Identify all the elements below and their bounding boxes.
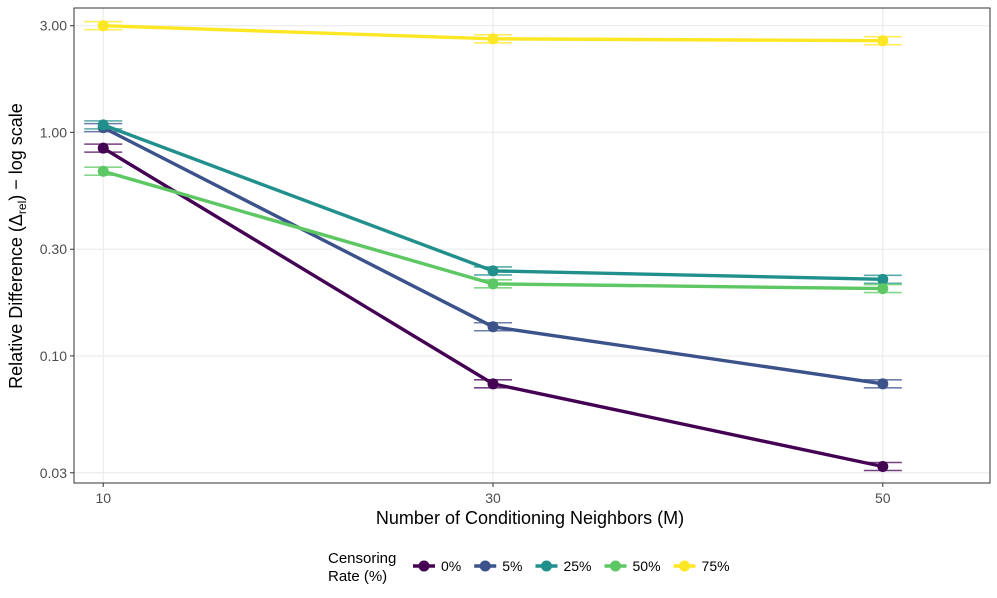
legend: Censoring Rate (%) 0% 5% 25% 50% 75%: [328, 550, 730, 585]
legend-key-point: [679, 560, 691, 572]
y-axis: 0.03 0.10 0.30 1.00 3.00: [40, 18, 74, 481]
data-point: [877, 35, 889, 47]
x-tick-label: 10: [95, 490, 111, 506]
data-point: [877, 283, 889, 295]
legend-key-point: [610, 560, 621, 572]
legend-label: 0%: [441, 558, 461, 574]
series-75pct: [84, 20, 902, 47]
legend-item-25pct: 25%: [535, 558, 592, 574]
x-axis-title: Number of Conditioning Neighbors (M): [376, 508, 684, 528]
plot-panel: [73, 7, 991, 484]
y-tick-label: 0.10: [40, 348, 67, 364]
legend-label: 50%: [633, 558, 661, 574]
legend-item-50pct: 50%: [604, 558, 661, 574]
data-point: [487, 265, 499, 277]
legend-title: Censoring: [328, 550, 396, 567]
x-axis: 10 30 50: [95, 483, 891, 506]
y-tick-label: 0.03: [40, 465, 67, 481]
legend-label: 5%: [502, 558, 522, 574]
data-point: [97, 142, 109, 154]
legend-item-75pct: 75%: [673, 558, 730, 574]
legend-items: 0% 5% 25% 50% 75%: [413, 558, 730, 574]
x-tick-label: 30: [485, 490, 501, 506]
data-point: [877, 378, 889, 390]
legend-title-line2: Rate (%): [328, 568, 387, 585]
series-layer: [84, 20, 902, 473]
legend-label: 25%: [563, 558, 591, 574]
data-point: [487, 278, 499, 290]
legend-item-5pct: 5%: [474, 558, 522, 574]
y-tick-label: 3.00: [40, 18, 67, 34]
data-point: [487, 378, 499, 390]
series-25pct: [84, 119, 902, 285]
legend-key-point: [418, 560, 430, 572]
legend-key-point: [479, 560, 491, 572]
data-point: [97, 119, 109, 131]
legend-item-0pct: 0%: [413, 558, 461, 574]
data-point: [487, 321, 499, 333]
series-0pct: [84, 142, 902, 473]
data-point: [97, 20, 109, 32]
x-tick-label: 50: [875, 490, 891, 506]
y-tick-label: 1.00: [40, 124, 67, 140]
data-point: [97, 165, 109, 177]
data-point: [877, 461, 889, 473]
grid: [74, 8, 990, 483]
legend-label: 75%: [702, 558, 730, 574]
series-5pct: [84, 122, 902, 390]
data-point: [877, 273, 889, 285]
y-tick-label: 0.30: [40, 241, 67, 257]
y-axis-title: Relative Difference (Δrel) − log scale: [6, 103, 29, 389]
series-50pct: [84, 165, 902, 295]
data-point: [487, 33, 499, 45]
legend-key-point: [540, 560, 552, 572]
